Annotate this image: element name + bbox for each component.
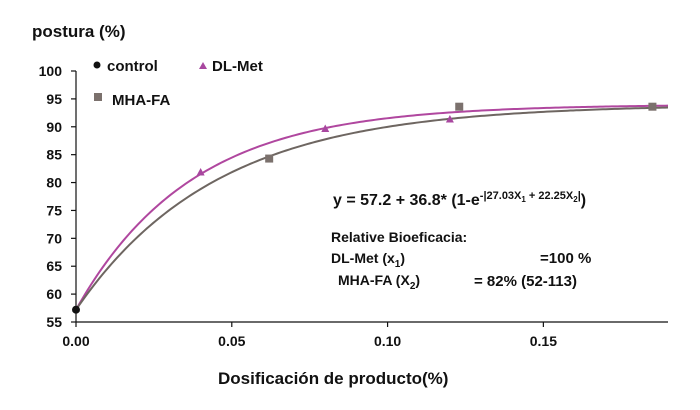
mha-bioeficacia-value: = 82% (52-113) bbox=[474, 273, 577, 290]
equation-exp-pre: -|27.03X bbox=[480, 190, 522, 202]
equation-sub1: 1 bbox=[521, 195, 526, 204]
dlmet-label-text: DL-Met (x bbox=[331, 250, 395, 266]
point-mha-fa bbox=[648, 102, 657, 111]
y-tick-label: 95 bbox=[46, 91, 62, 107]
y-tick-label: 85 bbox=[46, 147, 62, 163]
y-tick-label: 100 bbox=[39, 63, 63, 79]
point-dl-met bbox=[196, 168, 205, 176]
dlmet-label-close: ) bbox=[400, 250, 405, 266]
y-tick-label: 90 bbox=[46, 119, 62, 135]
legend-mha-marker bbox=[94, 93, 102, 101]
x-axis-label: Dosificación de producto(%) bbox=[218, 369, 448, 388]
y-ticks: 55 60 65 70 75 80 85 90 95 100 bbox=[39, 63, 76, 330]
y-axis-label: postura (%) bbox=[32, 22, 126, 41]
legend-mha-label: MHA-FA bbox=[112, 92, 170, 109]
y-tick-label: 55 bbox=[46, 314, 62, 330]
legend-dlmet-marker bbox=[199, 62, 207, 69]
x-tick-label: 0.00 bbox=[62, 333, 89, 349]
y-tick-label: 75 bbox=[46, 202, 62, 218]
point-mha-fa bbox=[455, 102, 464, 111]
x-tick-label: 0.05 bbox=[218, 333, 245, 349]
fitted-curve-mha-fa bbox=[75, 106, 669, 311]
equation-sub2: 2 bbox=[573, 195, 578, 204]
equation-exp-mid: + 22.25X bbox=[526, 190, 574, 202]
x-tick-label: 0.10 bbox=[374, 333, 401, 349]
x-tick-label: 0.15 bbox=[530, 333, 557, 349]
legend: control DL-Met MHA-FA bbox=[93, 58, 263, 109]
legend-control-marker bbox=[93, 61, 101, 69]
dlmet-bioeficacia-label: DL-Met (x1) bbox=[331, 250, 405, 270]
equation-main: y = 57.2 + 36.8* (1-e bbox=[333, 192, 480, 209]
mha-label-text: MHA-FA (X bbox=[338, 272, 410, 288]
point-dl-met bbox=[321, 124, 330, 133]
equation: y = 57.2 + 36.8* (1-e-|27.03X1 + 22.25X2… bbox=[333, 190, 586, 209]
y-tick-label: 60 bbox=[46, 286, 62, 302]
legend-dlmet-label: DL-Met bbox=[212, 58, 263, 75]
equation-close: ) bbox=[581, 192, 586, 209]
point-dl-met bbox=[445, 115, 454, 123]
dlmet-bioeficacia-value: =100 % bbox=[540, 250, 591, 267]
dlmet-label-sub: 1 bbox=[395, 259, 401, 270]
fitted-curves bbox=[75, 104, 669, 311]
mha-bioeficacia-label: MHA-FA (X2) bbox=[338, 272, 420, 292]
mha-label-sub: 2 bbox=[410, 281, 416, 292]
legend-control-label: control bbox=[107, 58, 158, 75]
y-tick-label: 70 bbox=[46, 230, 62, 246]
mha-label-close: ) bbox=[415, 272, 420, 288]
point-control bbox=[72, 305, 80, 314]
fitted-curve-dl-met bbox=[75, 104, 669, 311]
data-points bbox=[72, 102, 657, 314]
y-tick-label: 80 bbox=[46, 175, 62, 191]
x-ticks: 0.00 0.05 0.10 0.15 bbox=[62, 322, 557, 349]
bioeficacia-title: Relative Bioeficacia: bbox=[331, 229, 467, 245]
y-tick-label: 65 bbox=[46, 258, 62, 274]
equation-exp-post: | bbox=[578, 190, 581, 202]
point-mha-fa bbox=[265, 154, 274, 163]
